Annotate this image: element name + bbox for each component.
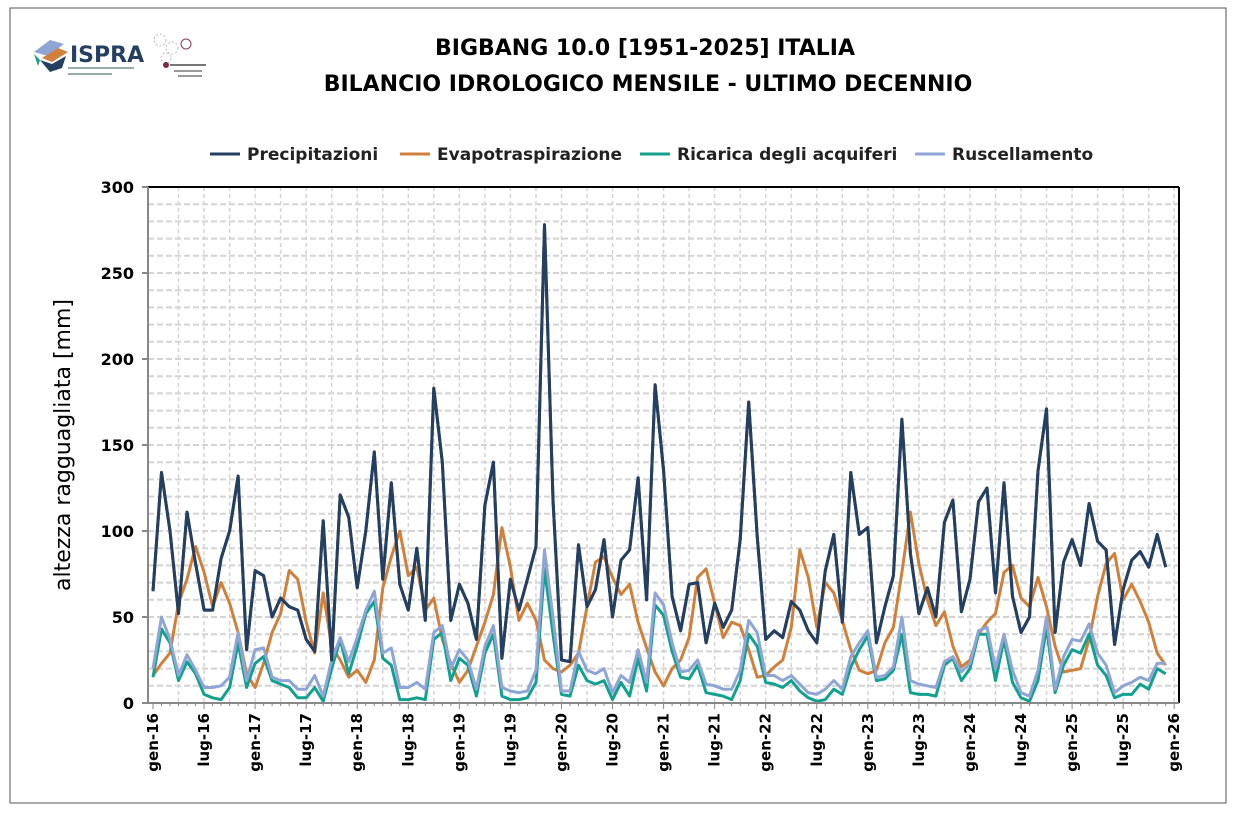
y-tick-label: 0	[123, 694, 134, 713]
chart-title-line-1: BIGBANG 10.0 [1951-2025] ITALIA	[435, 36, 855, 61]
snpa-logo	[153, 33, 206, 77]
series-line-evapotraspirazione	[151, 510, 1167, 689]
legend-item: Ricarica degli acquiferi	[640, 145, 897, 165]
y-tick-label: 150	[101, 436, 134, 455]
svg-text:ISPRA: ISPRA	[70, 43, 144, 68]
x-tick-label: gen-18	[348, 713, 366, 772]
axes: 0 50 100 150 200 250 300 gen-16 lug-16 gen-17 lug-…	[101, 178, 1184, 772]
legend-item: Evapotraspirazione	[400, 145, 622, 165]
legend-label: Precipitazioni	[247, 145, 378, 165]
y-axis-label: altezza ragguagliata [mm]	[51, 299, 76, 591]
y-tick-label: 300	[101, 178, 134, 197]
legend-label: Ricarica degli acquiferi	[677, 145, 897, 165]
legend: Precipitazioni Evapotraspirazione Ricarica…	[210, 145, 1093, 165]
x-tick-label: gen-24	[961, 713, 979, 772]
x-tick-label: lug-20	[604, 713, 622, 767]
y-tick-label: 50	[112, 608, 134, 627]
x-tick-label: lug-21	[706, 713, 724, 767]
legend-item: Precipitazioni	[210, 145, 378, 165]
x-tick-label: gen-16	[144, 713, 162, 772]
series-lines	[151, 223, 1168, 703]
x-tick-label: gen-21	[655, 713, 673, 772]
y-tick-label: 100	[101, 522, 134, 541]
y-tick-label: 250	[101, 264, 134, 283]
x-tick-label: lug-23	[910, 713, 928, 767]
x-tick-label: lug-19	[501, 713, 519, 767]
x-tick-label: gen-26	[1165, 713, 1183, 772]
x-tick-label: gen-23	[859, 713, 877, 772]
x-tick-label: lug-22	[808, 713, 826, 767]
x-tick-label: lug-18	[399, 713, 417, 767]
series-line-ruscellamento	[151, 548, 1166, 698]
ispra-logo: ISPRA	[34, 40, 144, 75]
series-line-precipitazioni-top	[151, 223, 1168, 664]
y-tick-label: 200	[101, 350, 134, 369]
x-tick-label: gen-25	[1063, 713, 1081, 772]
legend-label: Ruscellamento	[952, 145, 1093, 165]
legend-item: Ruscellamento	[915, 145, 1093, 165]
x-tick-label: lug-16	[195, 713, 213, 767]
x-tick-label: lug-25	[1114, 713, 1132, 767]
x-tick-label: gen-19	[450, 713, 468, 772]
x-tick-label: lug-24	[1012, 713, 1030, 767]
x-tick-label: gen-17	[246, 713, 264, 772]
legend-label: Evapotraspirazione	[437, 145, 622, 165]
x-tick-label: gen-22	[757, 713, 775, 772]
x-tick-label: gen-20	[552, 713, 570, 772]
x-tick-label: lug-17	[297, 713, 315, 767]
chart-title-line-2: BILANCIO IDROLOGICO MENSILE - ULTIMO DEC…	[324, 72, 973, 97]
series-line-ricarica-degli-acquiferi	[151, 567, 1167, 703]
